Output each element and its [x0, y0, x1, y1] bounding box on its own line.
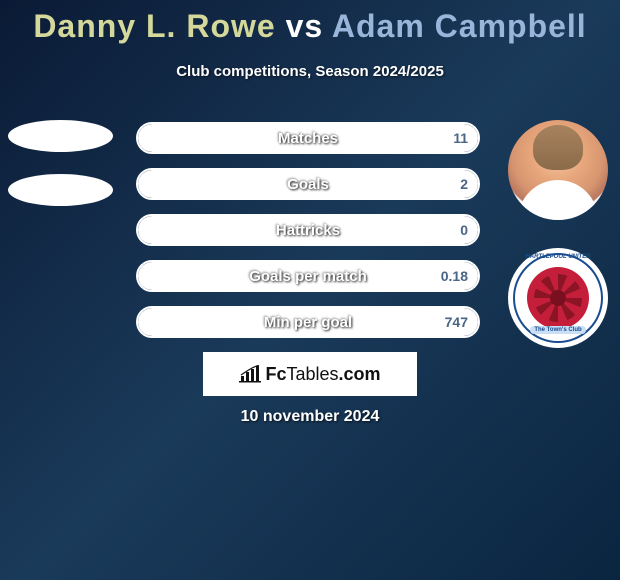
badge-inner [527, 267, 589, 329]
player2-photo [508, 120, 608, 220]
stat-label: Hattricks [138, 222, 478, 239]
player1-photo-placeholder [8, 120, 113, 152]
stat-label: Goals [138, 176, 478, 193]
brand-suffix: .com [339, 364, 381, 384]
stat-bar: Goals per match0.18 [136, 260, 480, 292]
left-player-column [8, 120, 113, 228]
badge-text-bottom: The Town's Club [530, 326, 585, 334]
stat-label: Goals per match [138, 268, 478, 285]
comparison-title: Danny L. Rowe vs Adam Campbell [0, 0, 620, 45]
brand-box[interactable]: FcTables.com [203, 352, 417, 396]
player2-name: Adam Campbell [332, 8, 587, 44]
stat-value-right: 2 [460, 176, 468, 192]
stat-value-right: 11 [453, 130, 468, 146]
right-player-column: HARTLEPOOL UNITED The Town's Club [490, 120, 620, 348]
badge-hub [550, 290, 566, 306]
player2-club-badge: HARTLEPOOL UNITED The Town's Club [508, 248, 608, 348]
brand-prefix: Fc [265, 364, 286, 384]
brand-text: FcTables.com [265, 364, 380, 385]
player1-name: Danny L. Rowe [33, 8, 275, 44]
badge-text-top: HARTLEPOOL UNITED [525, 254, 590, 260]
bar-chart-icon [239, 365, 261, 383]
stats-container: Matches11 Goals2 Hattricks0 Goals per match… [136, 122, 480, 352]
vs-separator: vs [286, 8, 324, 44]
stat-bar: Matches11 [136, 122, 480, 154]
stat-bar: Goals2 [136, 168, 480, 200]
stat-label: Min per goal [138, 314, 478, 331]
stat-bar: Hattricks0 [136, 214, 480, 246]
stat-value-right: 0 [460, 222, 468, 238]
stat-label: Matches [138, 130, 478, 147]
brand-main: Tables [286, 364, 338, 384]
stat-value-right: 747 [445, 314, 468, 330]
date-text: 10 november 2024 [0, 408, 620, 426]
player1-club-placeholder [8, 174, 113, 206]
stat-value-right: 0.18 [441, 268, 468, 284]
subtitle: Club competitions, Season 2024/2025 [0, 63, 620, 80]
stat-bar: Min per goal747 [136, 306, 480, 338]
